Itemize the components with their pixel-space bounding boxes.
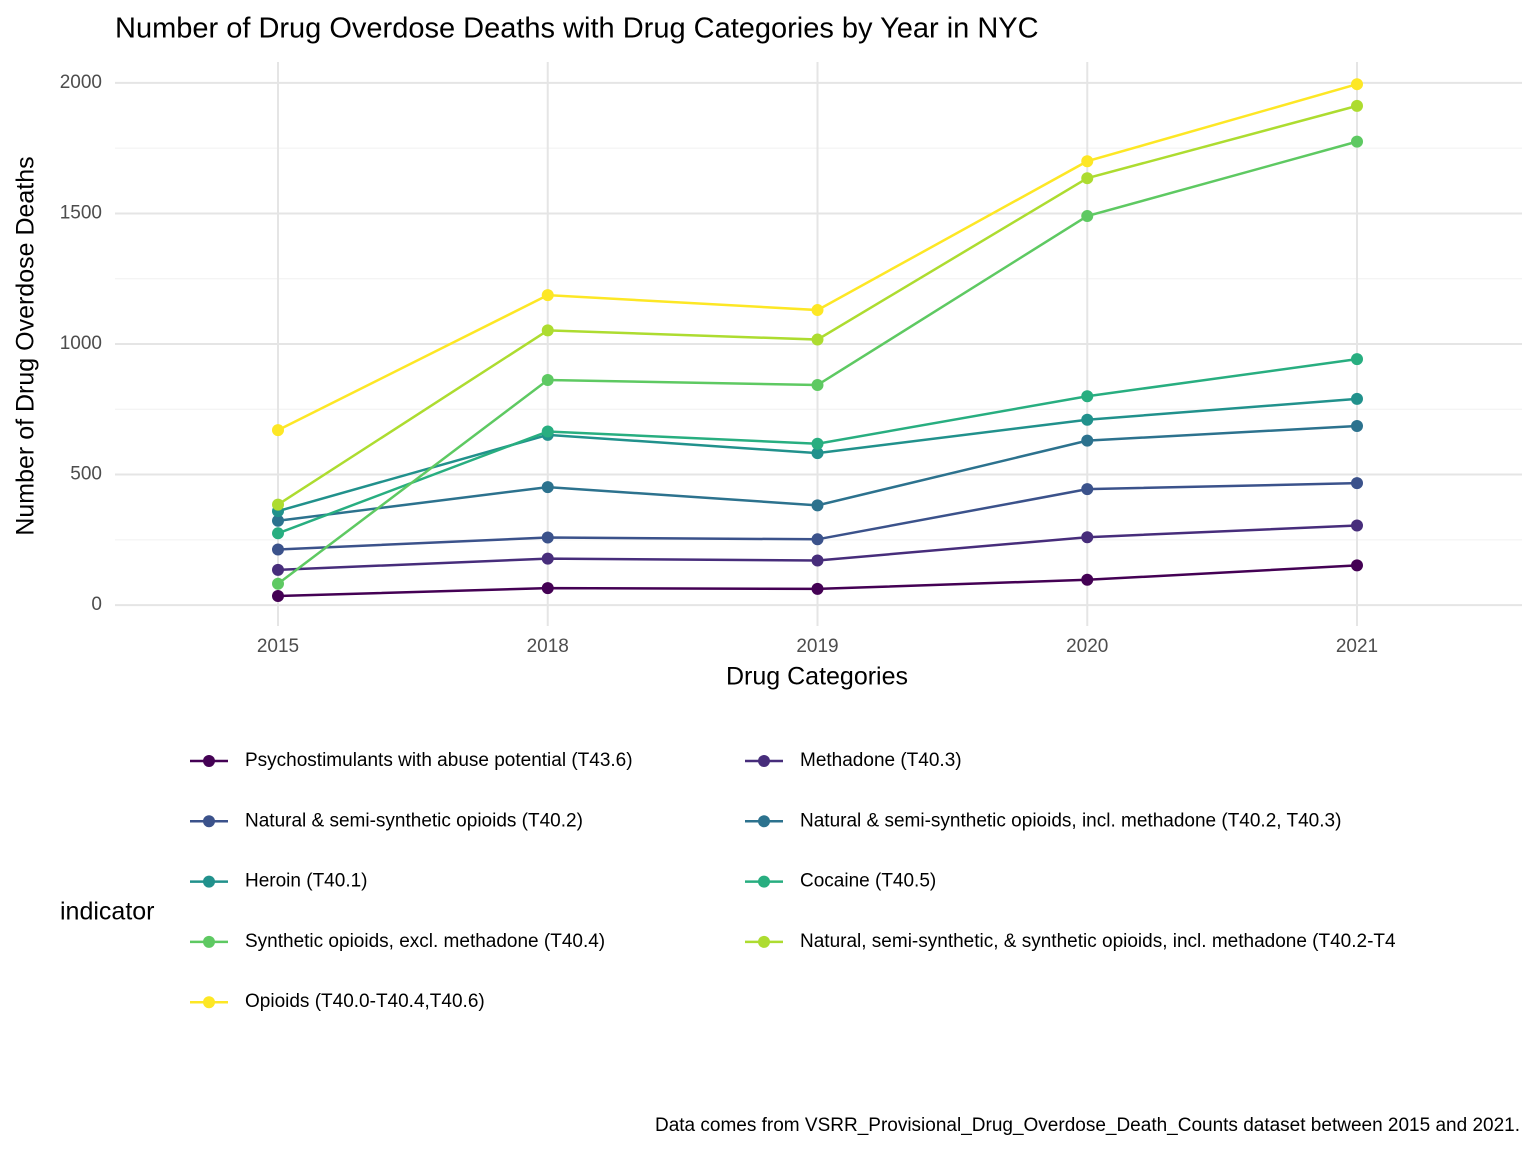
data-point	[1081, 210, 1094, 223]
legend-label: Natural & semi-synthetic opioids, incl. …	[800, 810, 1341, 831]
data-point	[811, 554, 824, 567]
data-point	[1351, 78, 1363, 91]
data-point	[541, 531, 554, 544]
data-point	[1081, 155, 1094, 168]
data-point	[272, 498, 284, 511]
legend-key-point	[758, 755, 770, 767]
data-point	[541, 552, 554, 565]
data-point	[1081, 434, 1094, 447]
y-tick-label: 0	[91, 594, 102, 615]
data-point	[1351, 477, 1363, 490]
data-point	[1351, 353, 1363, 366]
legend-label: Natural & semi-synthetic opioids (T40.2)	[245, 810, 583, 831]
data-point	[272, 577, 284, 590]
data-point	[811, 499, 824, 512]
data-point	[541, 582, 554, 595]
y-tick-label: 1000	[60, 333, 102, 354]
x-axis-label: Drug Categories	[726, 663, 908, 691]
data-point	[272, 527, 284, 540]
legend-label: Natural, semi-synthetic, & synthetic opi…	[800, 931, 1396, 952]
x-tick-label: 2018	[527, 636, 569, 657]
legend-key-point	[203, 755, 215, 767]
data-point	[1351, 135, 1363, 148]
y-tick-label: 500	[70, 464, 102, 485]
data-point	[1351, 99, 1363, 112]
data-point	[811, 333, 824, 346]
data-point	[272, 589, 284, 602]
legend-label: Methadone (T40.3)	[800, 750, 962, 771]
data-point	[272, 563, 284, 576]
x-tick-label: 2021	[1336, 636, 1378, 657]
data-point	[1081, 573, 1094, 586]
legend-key-point	[203, 815, 215, 828]
data-point	[1081, 531, 1094, 544]
y-tick-label: 1500	[60, 202, 102, 223]
data-point	[541, 425, 554, 438]
legend-key-point	[203, 935, 215, 948]
data-point	[541, 324, 554, 337]
legend-label: Cocaine (T40.5)	[800, 871, 936, 892]
chart-title: Number of Drug Overdose Deaths with Drug…	[115, 13, 1039, 45]
data-point	[1081, 413, 1094, 426]
data-point	[811, 447, 824, 460]
data-point	[811, 437, 824, 450]
data-point	[541, 289, 554, 302]
x-tick-label: 2015	[257, 636, 299, 657]
data-point	[1351, 519, 1363, 532]
data-point	[272, 424, 284, 437]
data-point	[1081, 390, 1094, 403]
data-point	[1081, 483, 1094, 496]
data-point	[541, 481, 554, 494]
data-point	[1351, 559, 1363, 572]
x-tick-label: 2020	[1066, 636, 1108, 657]
legend-key-point	[203, 996, 215, 1009]
legend-title: indicator	[60, 898, 155, 926]
y-axis-label: Number of Drug Overdose Deaths	[12, 156, 40, 535]
y-tick-label: 2000	[60, 72, 102, 93]
legend-label: Opioids (T40.0-T40.4,T40.6)	[245, 991, 485, 1012]
legend-label: Synthetic opioids, excl. methadone (T40.…	[245, 931, 605, 952]
data-point	[1081, 172, 1094, 185]
legend-key-point	[758, 815, 770, 828]
legend-key-point	[758, 875, 770, 888]
x-tick-label: 2019	[796, 636, 838, 657]
data-point	[1351, 419, 1363, 432]
caption: Data comes from VSRR_Provisional_Drug_Ov…	[655, 1115, 1520, 1136]
legend-key-point	[758, 935, 770, 948]
data-point	[811, 533, 824, 546]
data-point	[811, 582, 824, 595]
data-point	[811, 304, 824, 317]
data-point	[272, 543, 284, 556]
legend-label: Heroin (T40.1)	[245, 871, 368, 892]
data-point	[811, 378, 824, 391]
data-point	[541, 374, 554, 387]
legend-key-point	[203, 875, 215, 888]
legend-label: Psychostimulants with abuse potential (T…	[245, 750, 633, 771]
data-point	[1351, 392, 1363, 405]
data-point	[272, 514, 284, 527]
